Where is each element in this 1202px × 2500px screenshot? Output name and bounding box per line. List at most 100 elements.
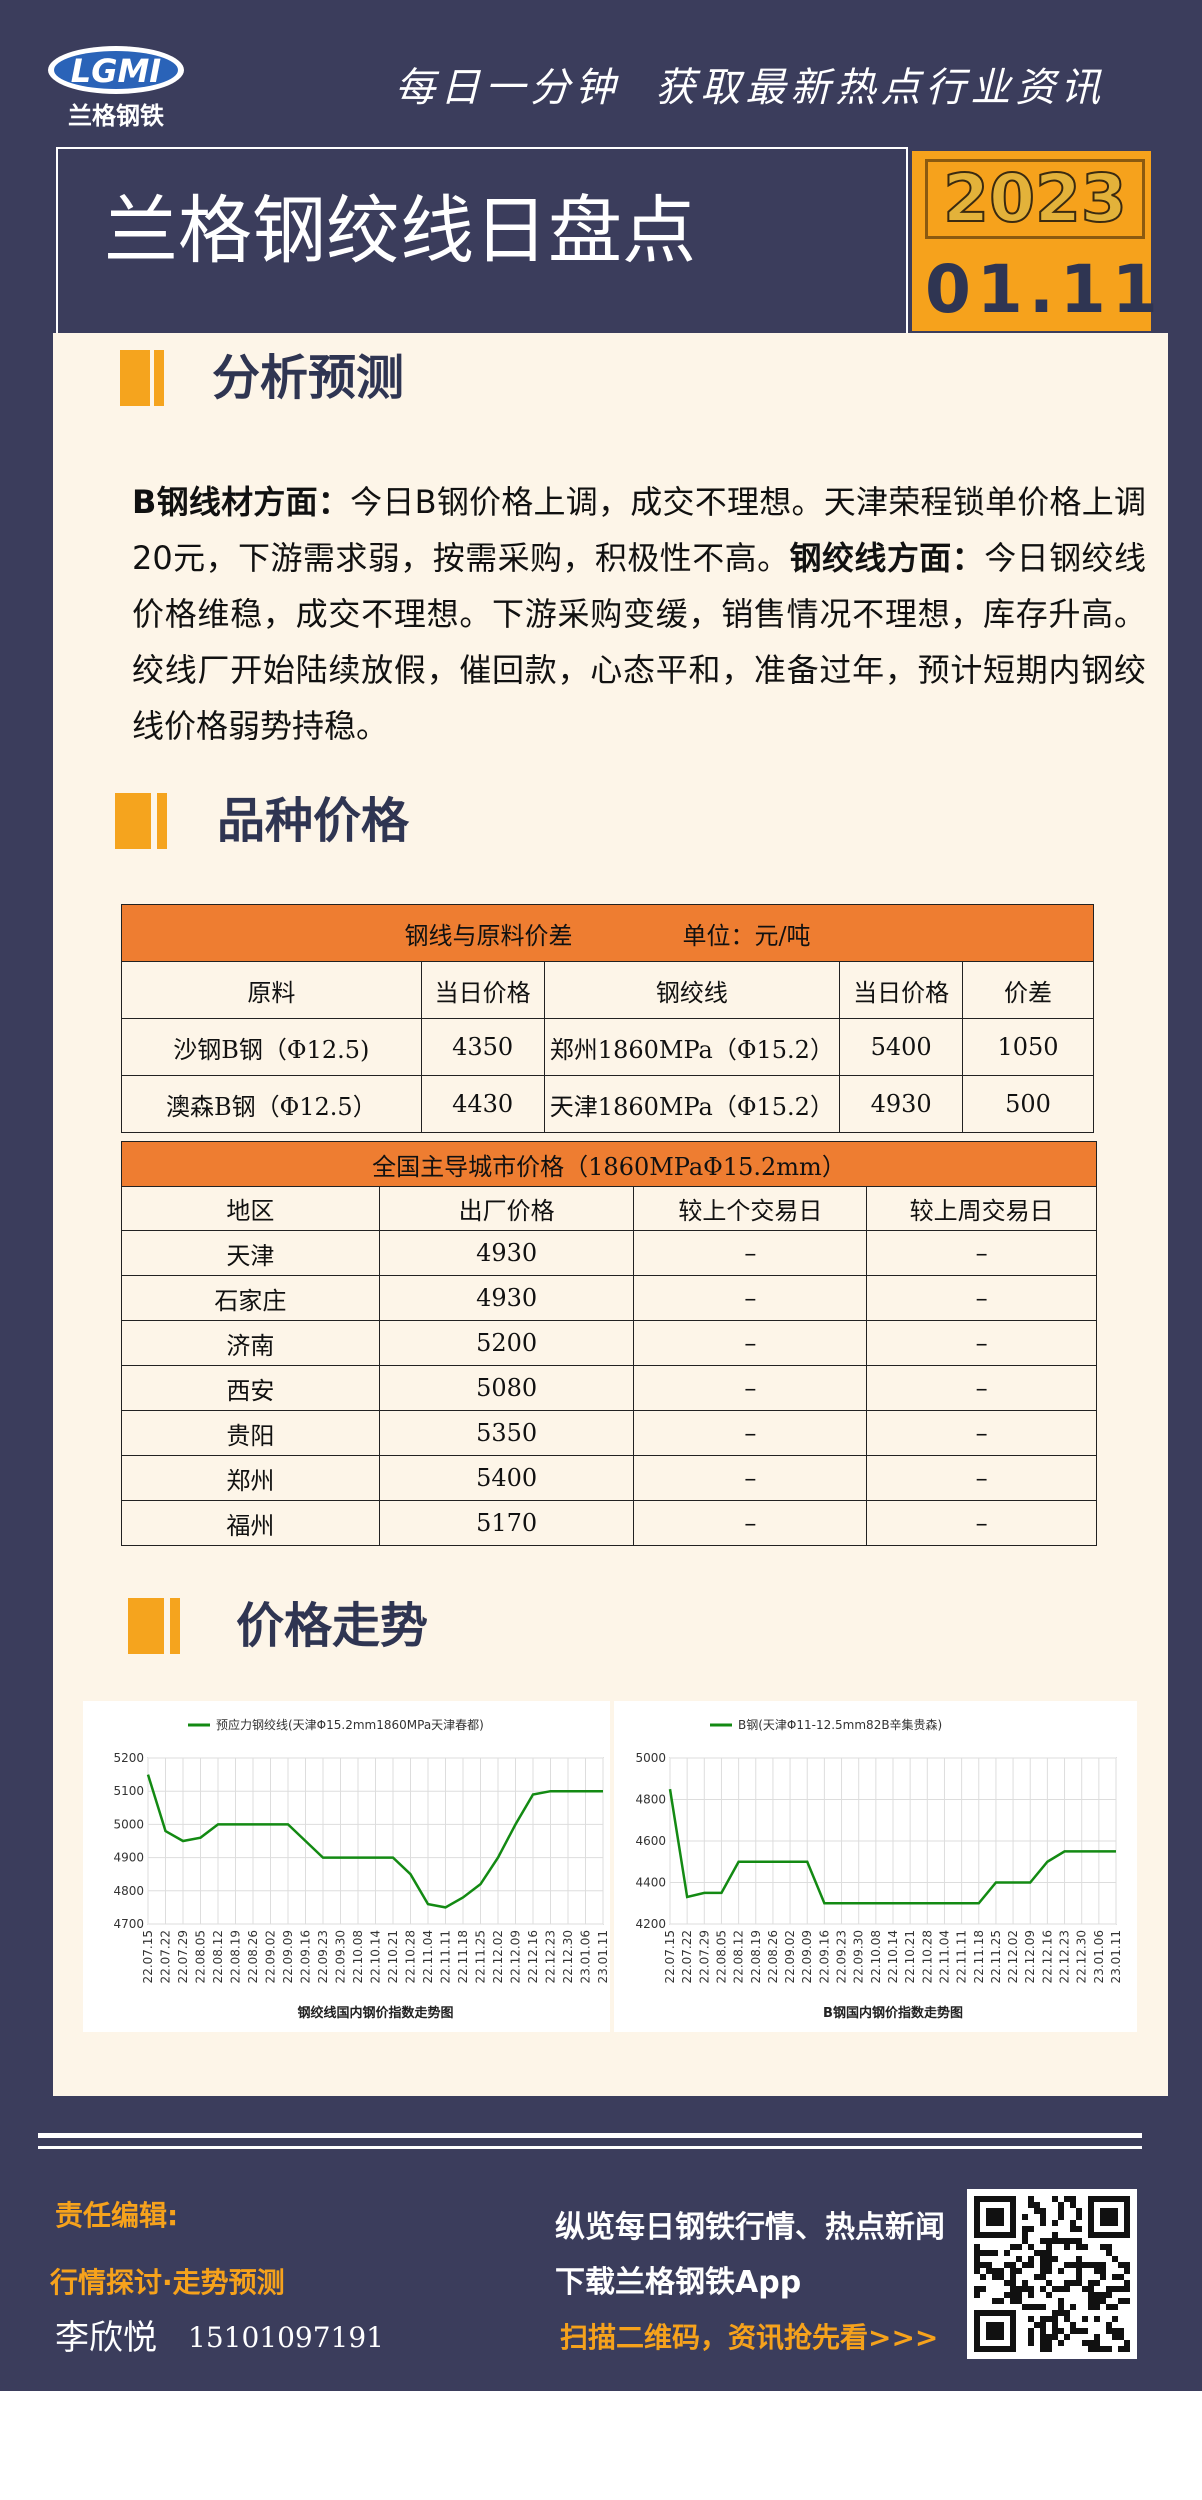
chart: 22.07.15 22.07.22 22.07.29 22.08.05 22.08.12… xyxy=(113,1717,610,2021)
x-tick-label: 22.09.02 xyxy=(264,1930,278,1983)
x-tick-label: 22.09.30 xyxy=(852,1930,866,1983)
table-cell: 1050 xyxy=(962,1018,1094,1076)
x-tick-label: 22.10.08 xyxy=(351,1930,365,1983)
x-tick-label: 22.07.22 xyxy=(680,1930,694,1983)
x-tick-label: 22.10.14 xyxy=(369,1930,383,1983)
table-cell: – xyxy=(866,1275,1097,1321)
x-tick-label: 22.12.16 xyxy=(1040,1930,1054,1983)
column-header: 原料 xyxy=(121,961,422,1019)
table-title: 全国主导城市价格（1860MPaΦ15.2mm） xyxy=(372,1152,846,1181)
table-row: 郑州 5400– – xyxy=(121,1455,1097,1501)
x-tick-label: 22.12.30 xyxy=(1075,1930,1089,1983)
series-line xyxy=(146,1774,603,1909)
column-header: 较上周交易日 xyxy=(866,1186,1097,1231)
x-tick-label: 22.09.23 xyxy=(316,1930,330,1983)
column-header: 出厂价格 xyxy=(378,1186,635,1231)
x-tick-label: 22.08.19 xyxy=(749,1930,763,1983)
y-tick-label: 4800 xyxy=(635,1793,666,1807)
title-cell: 钢线与原料价差 单位：元/吨 xyxy=(121,904,1094,962)
y-tick-label: 4900 xyxy=(113,1851,144,1865)
price-table: 全国主导城市价格（1860MPaΦ15.2mm） 地区 出厂价格 较上个交易日 较上周交… xyxy=(121,1141,1097,1546)
legend-label: 预应力钢绞线(天津Φ15.2mm1860MPa天津春都) xyxy=(216,1717,484,1732)
y-tick-label: 4600 xyxy=(635,1834,666,1848)
analysis-segment: B钢线材方面： xyxy=(132,483,351,521)
table-cell: – xyxy=(633,1320,868,1366)
x-tick-label: 22.09.16 xyxy=(299,1930,313,1983)
y-tick-label: 5200 xyxy=(113,1751,144,1765)
table-cell: – xyxy=(633,1500,868,1546)
table-cell: 5400 xyxy=(839,1018,964,1076)
x-tick-label: 22.12.23 xyxy=(544,1930,558,1983)
x-tick-label: 22.11.04 xyxy=(421,1930,435,1983)
x-tick-label: 22.12.09 xyxy=(509,1930,523,1983)
y-tick-label: 5100 xyxy=(113,1784,144,1798)
x-tick-label: 22.09.16 xyxy=(817,1930,831,1983)
year: 2023 xyxy=(925,159,1145,239)
y-tick-label: 4400 xyxy=(635,1876,666,1890)
table-cell: – xyxy=(866,1455,1097,1501)
x-tick-label: 22.12.16 xyxy=(526,1930,540,1983)
x-tick-label: 22.10.14 xyxy=(886,1930,900,1983)
x-tick-label: 23.01.06 xyxy=(1092,1930,1106,1983)
table-row: 西安 5080– – xyxy=(121,1365,1097,1411)
table-cell: – xyxy=(866,1365,1097,1411)
x-tick-label: 22.12.30 xyxy=(561,1930,575,1983)
table-unit: 单位：元/吨 xyxy=(682,921,811,950)
column-header: 当日价格 xyxy=(839,961,964,1019)
table-row: 沙钢B钢（Φ12.5) 4350 郑州1860MPa（Φ15.2） 5400 1050 xyxy=(121,1018,1094,1076)
promo-line: 下载兰格钢铁App xyxy=(555,2265,802,2300)
table-cell: – xyxy=(866,1230,1097,1276)
section-heading: 分析预测 xyxy=(212,350,405,406)
x-tick-label: 22.11.18 xyxy=(972,1930,986,1983)
header-row: 原料 当日价格 钢绞线 当日价格 价差 xyxy=(121,961,1094,1019)
column-header: 当日价格 xyxy=(420,961,545,1019)
x-tick-label: 22.08.05 xyxy=(714,1930,728,1983)
x-tick-label: 22.10.21 xyxy=(386,1930,400,1983)
x-tick-label: 22.10.28 xyxy=(404,1930,418,1983)
date-box xyxy=(912,151,1151,331)
x-tick-label: 22.07.29 xyxy=(697,1930,711,1983)
y-tick-label: 4800 xyxy=(113,1884,144,1898)
date: 01.11 xyxy=(925,251,1164,328)
column-header: 较上个交易日 xyxy=(633,1186,868,1231)
title-cell: 全国主导城市价格（1860MPaΦ15.2mm） xyxy=(121,1141,1097,1187)
slogan: 每日一分钟 获取最新热点行业资讯 xyxy=(395,65,1106,111)
promo-line: 纵览每日钢铁行情、热点新闻 xyxy=(555,2210,945,2245)
table-row: 济南 5200– – xyxy=(121,1320,1097,1366)
column-header: 价差 xyxy=(962,961,1094,1019)
table-cell: 天津 xyxy=(121,1230,380,1276)
x-tick-label: 22.12.09 xyxy=(1023,1930,1037,1983)
logo-text: LGMI xyxy=(71,52,162,90)
table-cell: 4430 xyxy=(420,1075,545,1133)
table-cell: 4350 xyxy=(420,1018,545,1076)
x-tick-label: 22.08.12 xyxy=(211,1930,225,1983)
x-tick-label: 22.11.25 xyxy=(989,1930,1003,1983)
price-table: 钢线与原料价差 单位：元/吨原料 当日价格 钢绞线 当日价格 价差 沙钢B钢（Φ12.5) 4… xyxy=(121,904,1094,1133)
table-cell: 5200 xyxy=(378,1320,635,1366)
x-tick-label: 22.07.15 xyxy=(663,1930,677,1983)
qr-modules xyxy=(974,2196,1130,2352)
analysis-segment: 今日B钢价格上调，成交不理想。天津荣程锁单价格上调20元，下游需求弱，按需采购，… xyxy=(132,483,1146,577)
table-cell: – xyxy=(866,1320,1097,1366)
table-cell: – xyxy=(866,1410,1097,1456)
table-row: 石家庄 4930– – xyxy=(121,1275,1097,1321)
divider xyxy=(38,2146,1142,2149)
table-cell: 5080 xyxy=(378,1365,635,1411)
column-header: 地区 xyxy=(121,1186,380,1231)
x-tick-label: 22.12.02 xyxy=(491,1930,505,1983)
section-heading: 价格走势 xyxy=(236,1598,429,1654)
table-cell: – xyxy=(633,1230,868,1276)
x-tick-label: 22.11.11 xyxy=(955,1930,969,1983)
qr-code xyxy=(967,2189,1137,2359)
editor-phone: 15101097191 xyxy=(188,2321,384,2354)
logo-subtitle: 兰格钢铁 xyxy=(68,102,164,130)
x-tick-label: 22.11.25 xyxy=(474,1930,488,1983)
table-cell: 澳森B钢（Φ12.5） xyxy=(121,1075,422,1133)
chart-title: 钢绞线国内钢价指数走势图 xyxy=(297,2005,453,2021)
table-cell: 济南 xyxy=(121,1320,380,1366)
table-title: 钢线与原料价差 xyxy=(404,921,573,950)
table-cell: – xyxy=(633,1275,868,1321)
table-cell: 5170 xyxy=(378,1500,635,1546)
title-row: 全国主导城市价格（1860MPaΦ15.2mm） xyxy=(121,1141,1097,1187)
table-cell: 4930 xyxy=(378,1275,635,1321)
